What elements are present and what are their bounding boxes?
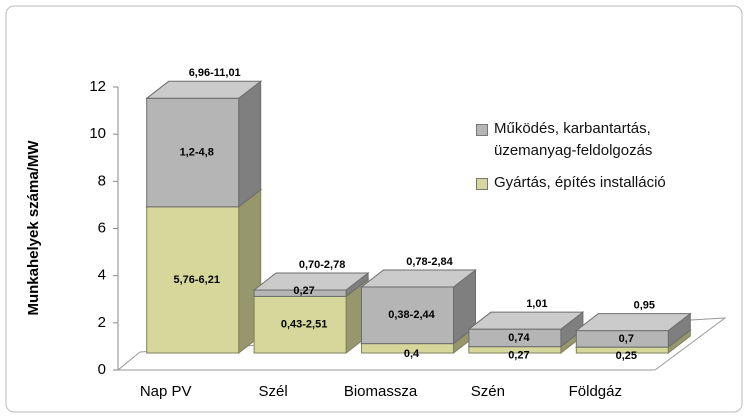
- total-label: 6,96-11,01: [189, 67, 241, 79]
- y-tick-label: 2: [98, 314, 106, 331]
- x-tick-label: Szél: [259, 383, 288, 400]
- x-tick-label: Biomassza: [344, 383, 418, 400]
- data-label: 0,7: [619, 333, 634, 345]
- legend-swatch: [476, 124, 488, 136]
- data-label: 1,2-4,8: [180, 146, 214, 158]
- bar: [253, 295, 347, 354]
- y-tick-label: 4: [98, 267, 106, 284]
- y-tick-label: 0: [98, 361, 106, 378]
- y-tick-label: 8: [98, 172, 106, 189]
- total-label: 1,01: [526, 298, 547, 310]
- bar-top: [145, 80, 263, 99]
- bar-side: [238, 80, 262, 208]
- data-label: 0,27: [293, 285, 314, 297]
- x-tick-label: Nap PV: [140, 383, 192, 400]
- data-label: 0,25: [616, 350, 637, 362]
- total-label: 0,95: [634, 300, 655, 312]
- legend-item: Gyártás, építés installáció: [476, 172, 726, 194]
- data-label: 0,4: [404, 348, 420, 360]
- x-tick-label: Földgáz: [569, 383, 622, 400]
- y-tick-label: 10: [89, 125, 106, 142]
- bar: [146, 97, 240, 208]
- floor: [116, 317, 727, 371]
- bar-top: [360, 269, 477, 288]
- data-label: 5,76-6,21: [173, 274, 219, 286]
- y-axis-title: Munkahelyek száma/MW: [25, 140, 42, 316]
- y-tick-label: 12: [89, 78, 106, 95]
- legend: Működés, karbantartás, üzemanyag-feldolg…: [476, 118, 726, 204]
- data-label: 0,27: [508, 350, 529, 362]
- total-label: 0,70-2,78: [299, 259, 345, 271]
- data-label: 0,43-2,51: [281, 319, 327, 331]
- bar-top: [574, 313, 692, 332]
- y-tick-label: 6: [98, 219, 106, 236]
- x-tick-label: Szén: [471, 383, 505, 400]
- legend-label: Működés, karbantartás, üzemanyag-feldolg…: [494, 120, 653, 159]
- bar: [146, 206, 240, 354]
- data-label: 0,74: [508, 332, 530, 344]
- legend-swatch: [476, 178, 488, 190]
- bar: [361, 286, 454, 345]
- bar-top: [467, 311, 585, 330]
- legend-item: Működés, karbantartás, üzemanyag-feldolg…: [476, 118, 726, 162]
- data-label: 0,38-2,44: [388, 309, 435, 321]
- bar-top: [252, 272, 370, 291]
- total-label: 0,78-2,84: [406, 256, 453, 268]
- legend-label: Gyártás, építés installáció: [494, 174, 666, 191]
